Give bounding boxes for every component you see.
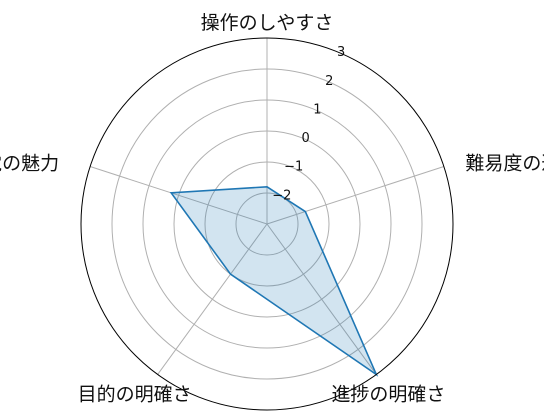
tick-label-1: −1 bbox=[284, 160, 303, 175]
grid-spoke-3 bbox=[157, 223, 268, 375]
series-area-0 bbox=[171, 186, 377, 375]
radar-series bbox=[169, 185, 379, 377]
outer-frame bbox=[80, 37, 454, 411]
axis-label-1: 難易度の適切さ bbox=[465, 153, 544, 175]
tick-label-4: 2 bbox=[325, 74, 333, 89]
series-line-0 bbox=[169, 185, 379, 377]
axis-labels: 操作のしやすさ難易度の適切さ進捗の明確さ 目的の明確さ 視聴覚の魅力 bbox=[0, 12, 544, 405]
axis-label-2: 進捗の明確さ bbox=[331, 383, 445, 405]
grid-spoke-2 bbox=[266, 223, 377, 375]
axis-label-0: 操作のしやすさ bbox=[201, 12, 334, 34]
grid-spoke-4 bbox=[89, 166, 268, 225]
radar-frame bbox=[80, 37, 454, 411]
tick-label-2: 0 bbox=[301, 131, 309, 146]
radar-grid bbox=[89, 38, 445, 380]
tick-label-0: −2 bbox=[272, 188, 291, 203]
axis-label-3: 目的の明確さ bbox=[78, 383, 192, 405]
grid-spoke-1 bbox=[266, 166, 445, 225]
tick-label-3: 1 bbox=[313, 102, 321, 117]
axis-label-4: 視聴覚の魅力 bbox=[0, 153, 59, 175]
tick-label-5: 3 bbox=[337, 45, 345, 60]
